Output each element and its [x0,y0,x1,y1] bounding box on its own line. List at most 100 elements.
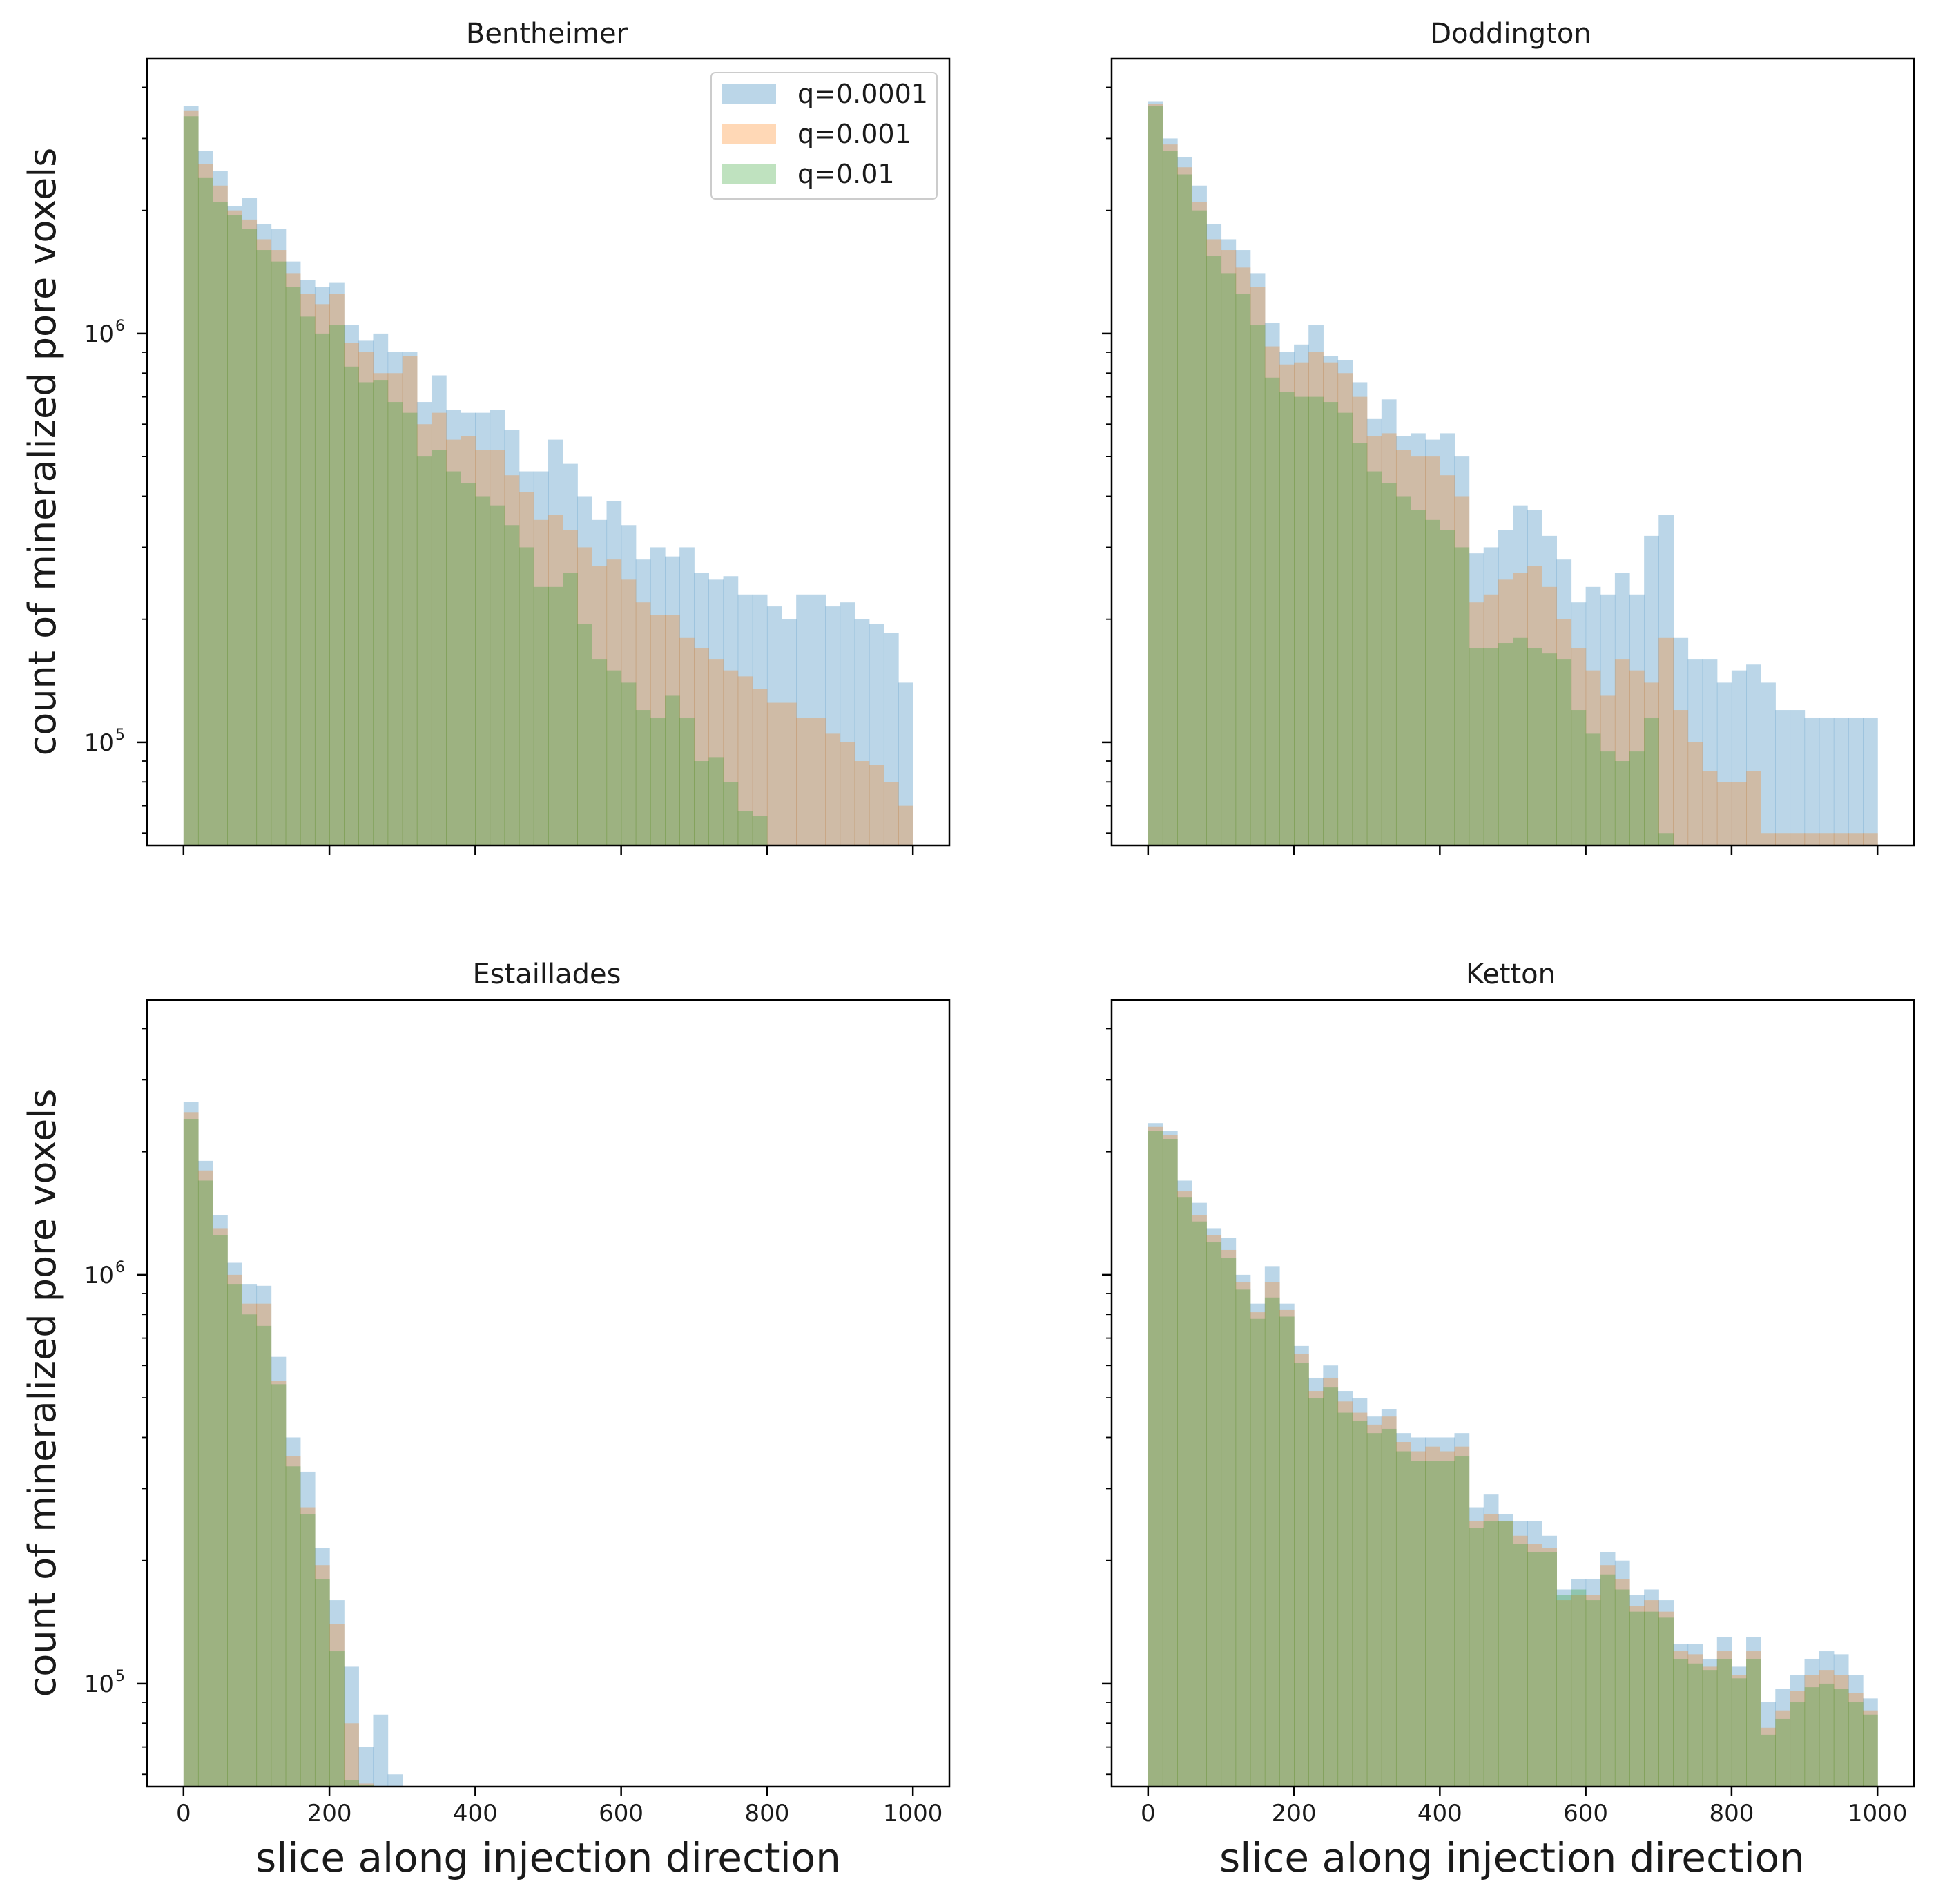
bar-q-0-001-bin-8 [1264,346,1280,845]
bar-q-0-0001-bin-2 [213,1215,228,1787]
bar-q-0-0001-bin-35 [1658,1600,1674,1787]
plot-frame [146,999,951,1788]
bar-q-0-0001-bin-13 [1337,360,1353,845]
bar-q-0-001-bin-41 [1746,771,1761,845]
bar-q-0-001-bin-1 [1162,144,1178,845]
bar-q-0-01-bin-25 [1513,1544,1528,1787]
bar-q-0-001-bin-38 [737,676,753,845]
bar-q-0-01-bin-31 [635,710,651,845]
bar-q-0-001-bin-20 [1440,1451,1455,1787]
bar-q-0-0001-bin-22 [504,430,520,845]
panel-doddington: Doddington [1102,18,1915,855]
bar-q-0-0001-bin-3 [227,1262,242,1787]
bar-q-0-0001-bin-18 [1411,433,1426,845]
bar-q-0-0001-bin-42 [1761,682,1776,845]
bar-q-0-001-bin-21 [1454,496,1470,845]
bar-q-0-001-bin-25 [548,515,563,845]
bar-q-0-0001-bin-21 [1454,456,1470,845]
panel-title: Ketton [1466,959,1556,990]
bar-q-0-0001-bin-14 [387,1774,403,1787]
x-tick-label: 400 [1417,1800,1462,1827]
bar-q-0-001-bin-9 [1279,364,1295,845]
bar-q-0-0001-bin-25 [548,439,563,845]
bar-q-0-001-bin-45 [840,742,855,845]
bar-q-0-01-bin-11 [1308,396,1324,845]
bar-q-0-01-bin-34 [679,717,695,845]
bar-q-0-001-bin-14 [1352,1412,1368,1787]
bar-q-0-0001-bin-12 [358,340,374,845]
bar-q-0-001-bin-3 [227,1274,242,1787]
x-tick-label: 800 [744,1800,789,1827]
bar-q-0-01-bin-12 [1323,1387,1339,1787]
bar-q-0-001-bin-42 [1761,833,1776,845]
x-axis-label: slice along injection direction [1219,1834,1805,1881]
y-tick-label: 10 [84,729,114,757]
bar-q-0-001-bin-47 [1833,1675,1849,1787]
bar-q-0-001-bin-34 [1644,1600,1659,1787]
bar-q-0-0001-bin-10 [329,1600,345,1787]
bar-q-0-01-bin-23 [1483,1521,1499,1787]
bar-q-0-001-bin-7 [1250,287,1266,845]
bar-q-0-001-bin-17 [1395,1442,1411,1787]
bar-q-0-0001-bin-10 [329,282,345,845]
y-tick-label: 10 [84,1671,114,1698]
legend-swatch-q-0-0001 [722,84,776,104]
bar-q-0-01-bin-20 [475,496,491,845]
bar-q-0-0001-bin-44 [825,606,841,845]
bar-q-0-0001-bin-5 [1221,239,1237,846]
bar-q-0-001-bin-30 [621,579,637,845]
bar-q-0-01-bin-23 [519,547,534,845]
bar-q-0-01-bin-10 [329,325,345,846]
x-axis-ticks [182,845,914,855]
bar-q-0-01-bin-26 [1527,648,1542,845]
bar-q-0-001-bin-46 [1819,833,1835,845]
bar-q-0-01-bin-17 [431,450,447,845]
bar-q-0-0001-bin-5 [1221,1238,1237,1787]
bar-q-0-0001-bin-24 [1498,1514,1513,1787]
y-tick-label: 10 [84,320,114,348]
bar-q-0-001-bin-12 [1323,1377,1339,1787]
bar-q-0-0001-bin-19 [1425,439,1440,845]
bar-q-0-0001-bin-14 [1352,382,1368,845]
bar-q-0-0001-bin-20 [475,412,491,845]
bar-q-0-0001-bin-2 [1177,1180,1192,1787]
bar-q-0-001-bin-11 [1308,1391,1324,1787]
bar-q-0-001-bin-12 [358,1783,374,1787]
bar-q-0-0001-bin-45 [1804,717,1820,845]
bar-q-0-001-bin-3 [1192,202,1207,845]
bar-q-0-0001-bin-35 [1658,515,1674,845]
bar-q-0-001-bin-37 [1687,1654,1703,1787]
y-axis-ticks [1102,1028,1112,1776]
bar-q-0-001-bin-26 [1527,1544,1542,1787]
bar-q-0-0001-bin-30 [621,525,637,845]
bar-q-0-0001-bin-22 [1469,1507,1484,1787]
bar-q-0-001-bin-44 [1790,833,1806,845]
bar-q-0-01-bin-2 [213,1235,228,1787]
x-tick-label: 200 [1272,1800,1317,1827]
bar-q-0-0001-bin-14 [387,352,403,845]
bar-q-0-0001-bin-41 [782,619,797,845]
bar-q-0-0001-bin-49 [1863,717,1878,845]
bar-q-0-0001-bin-45 [1804,1658,1820,1787]
bar-q-0-0001-bin-47 [869,624,884,845]
bar-q-0-0001-bin-6 [1235,1274,1251,1787]
bar-q-0-01-bin-4 [242,1314,258,1787]
bar-q-0-01-bin-46 [1819,1683,1835,1787]
bar-q-0-01-bin-8 [1264,377,1280,845]
bar-q-0-0001-bin-26 [1527,510,1542,845]
bar-q-0-0001-bin-32 [650,547,666,845]
x-tick-label: 200 [307,1800,352,1827]
bar-q-0-01-bin-39 [752,816,768,845]
bar-q-0-01-bin-1 [1162,151,1178,846]
bar-q-0-01-bin-5 [1221,1258,1237,1787]
bar-q-0-01-bin-10 [329,1651,345,1787]
bar-q-0-0001-bin-3 [227,206,242,846]
bar-q-0-0001-bin-47 [1833,1654,1849,1787]
bar-q-0-01-bin-45 [1804,1687,1820,1787]
bar-q-0-0001-bin-15 [1366,1416,1382,1787]
bar-q-0-0001-bin-3 [1192,185,1207,845]
bar-q-0-0001-bin-11 [1308,1377,1324,1787]
bar-q-0-001-bin-49 [1863,1710,1878,1787]
bar-q-0-0001-bin-43 [811,594,826,845]
